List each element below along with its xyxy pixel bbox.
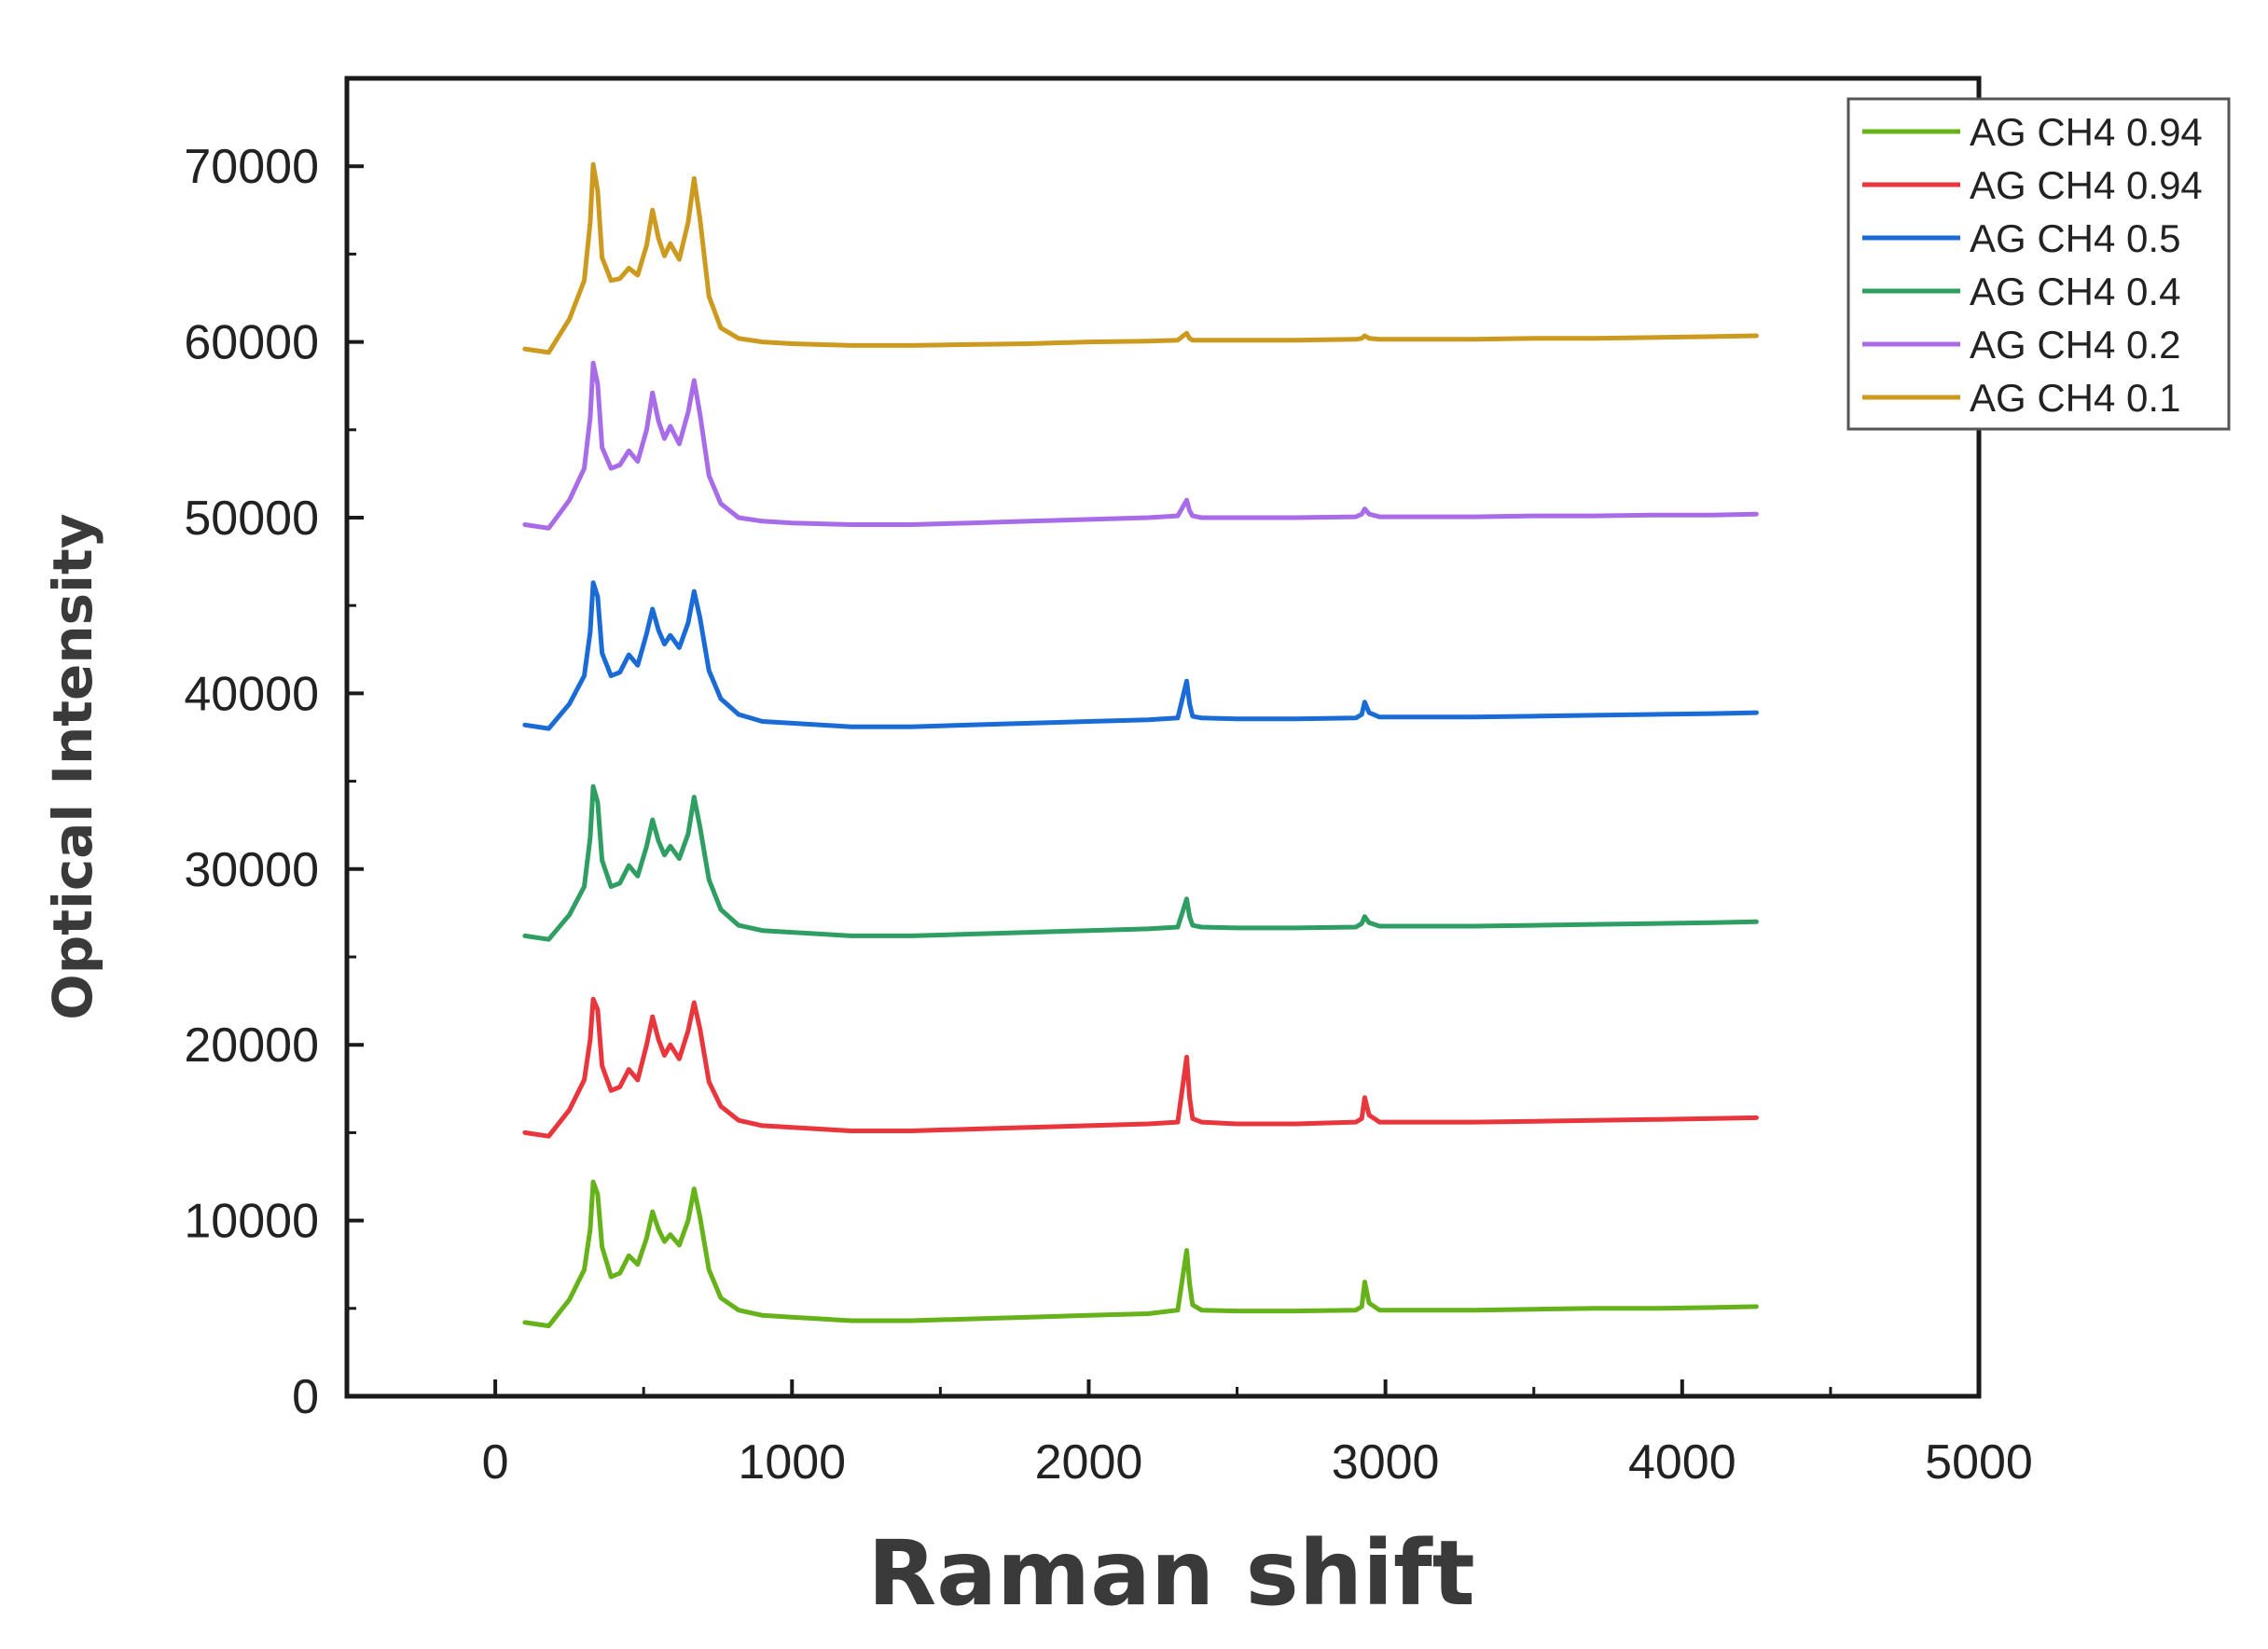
y-tick-label: 40000 — [184, 667, 319, 721]
plot-frame — [344, 76, 1982, 1399]
y-tick-label: 30000 — [184, 843, 319, 897]
legend-label: AG CH4 0.2 — [1970, 323, 2180, 367]
y-tick-label: 70000 — [184, 140, 319, 194]
series-layer — [522, 161, 1759, 1329]
legend: AG CH4 0.94 AG CH4 0.94 AG CH4 0.5 AG CH4 0… — [1846, 97, 2231, 431]
y-tick-label: 60000 — [184, 316, 319, 370]
x-tick-label: 0 — [482, 1435, 509, 1490]
legend-label: AG CH4 0.5 — [1970, 216, 2180, 260]
series-line-0 — [522, 1179, 1759, 1329]
x-axis: 0 1000 2000 3000 4000 5000 — [482, 1379, 2033, 1490]
y-tick-label: 0 — [292, 1370, 319, 1424]
x-tick-label: 1000 — [738, 1435, 846, 1490]
series-line-2 — [522, 580, 1759, 731]
series-line-1 — [522, 996, 1759, 1139]
y-axis: 0 10000 20000 30000 40000 50000 60000 70000 — [184, 140, 364, 1424]
y-tick-label: 10000 — [184, 1195, 319, 1249]
legend-label: AG CH4 0.1 — [1970, 376, 2180, 420]
y-tick-label: 20000 — [184, 1018, 319, 1073]
x-tick-label: 5000 — [1925, 1435, 2033, 1490]
series-line-5 — [522, 161, 1759, 355]
x-tick-label: 2000 — [1035, 1435, 1143, 1490]
y-axis-title: Optical Intensity — [41, 513, 104, 1019]
series-line-3 — [522, 783, 1759, 942]
legend-label: AG CH4 0.4 — [1970, 270, 2180, 313]
series-line-4 — [522, 360, 1759, 531]
legend-label: AG CH4 0.94 — [1970, 163, 2203, 207]
x-axis-title: Raman shift — [867, 1521, 1474, 1626]
x-tick-label: 3000 — [1332, 1435, 1440, 1490]
legend-label: AG CH4 0.94 — [1970, 110, 2203, 154]
y-tick-label: 50000 — [184, 492, 319, 546]
legend-box — [1846, 97, 2231, 431]
x-tick-label: 4000 — [1628, 1435, 1736, 1490]
